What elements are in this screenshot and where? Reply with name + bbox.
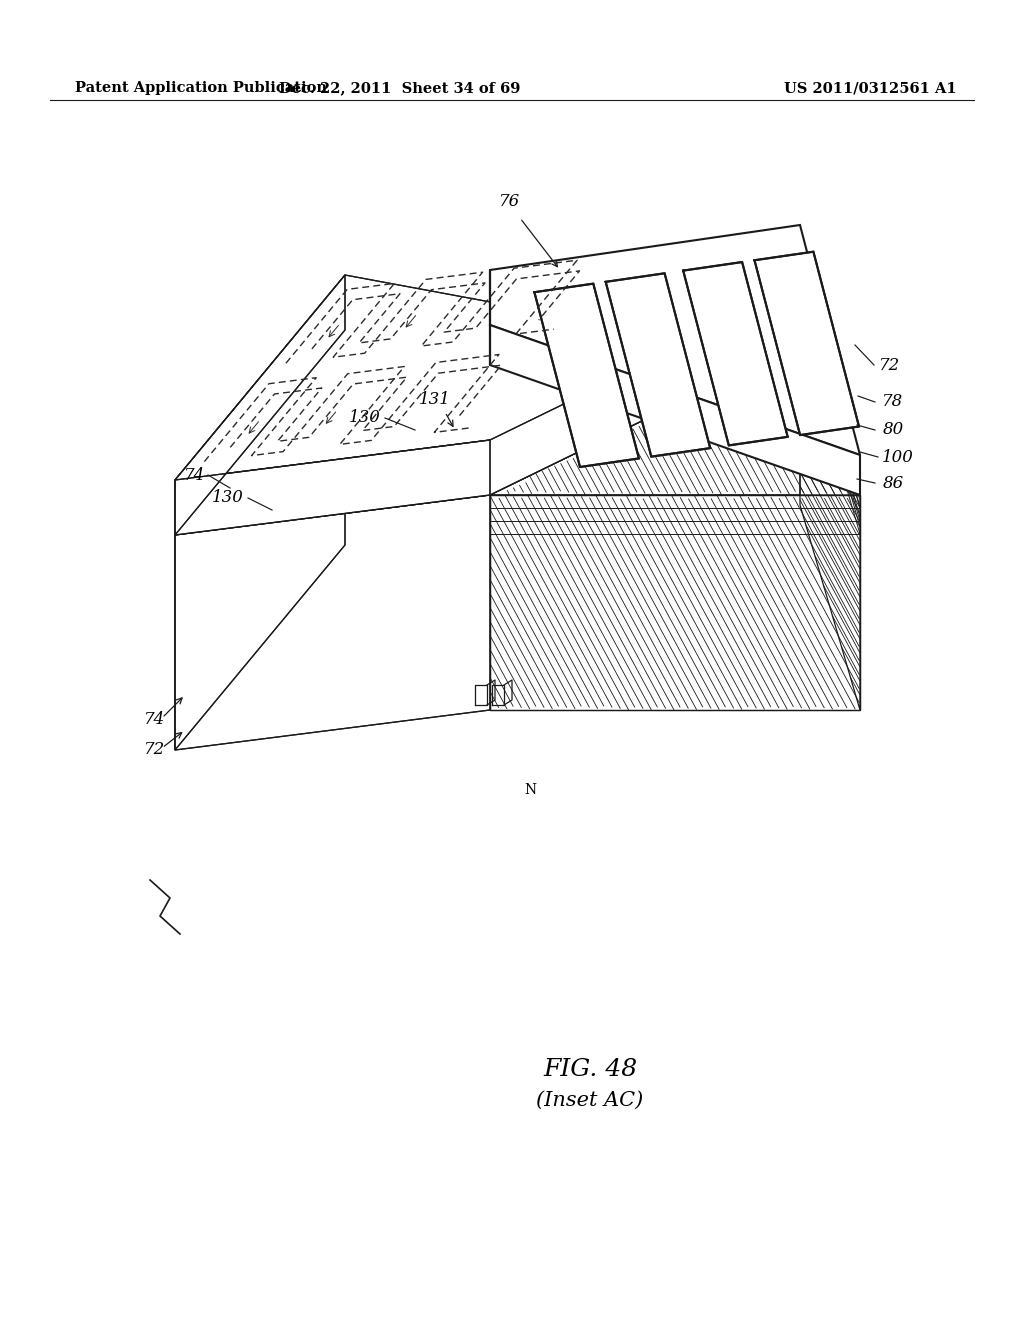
Polygon shape bbox=[490, 495, 860, 710]
Polygon shape bbox=[606, 273, 711, 457]
Polygon shape bbox=[755, 252, 859, 436]
Text: 100: 100 bbox=[882, 449, 914, 466]
Text: 131: 131 bbox=[419, 392, 451, 408]
Polygon shape bbox=[175, 330, 695, 535]
Text: Patent Application Publication: Patent Application Publication bbox=[75, 81, 327, 95]
Polygon shape bbox=[175, 440, 490, 535]
Polygon shape bbox=[490, 325, 860, 495]
Text: FIG. 48: FIG. 48 bbox=[543, 1059, 637, 1081]
Polygon shape bbox=[490, 290, 860, 495]
Text: Dec. 22, 2011  Sheet 34 of 69: Dec. 22, 2011 Sheet 34 of 69 bbox=[280, 81, 520, 95]
Text: 130: 130 bbox=[349, 409, 381, 426]
Text: N: N bbox=[524, 783, 536, 797]
Polygon shape bbox=[175, 330, 345, 750]
Text: 72: 72 bbox=[880, 356, 901, 374]
Text: US 2011/0312561 A1: US 2011/0312561 A1 bbox=[783, 81, 956, 95]
Polygon shape bbox=[175, 495, 490, 750]
Polygon shape bbox=[490, 224, 860, 455]
Polygon shape bbox=[683, 263, 787, 445]
Polygon shape bbox=[535, 284, 639, 467]
Text: 74: 74 bbox=[144, 711, 166, 729]
Polygon shape bbox=[175, 275, 345, 535]
Polygon shape bbox=[800, 290, 860, 710]
Text: 78: 78 bbox=[883, 393, 903, 411]
Text: (Inset AC): (Inset AC) bbox=[537, 1090, 644, 1110]
Text: 74: 74 bbox=[184, 466, 206, 483]
Text: 72: 72 bbox=[144, 742, 166, 759]
Text: 80: 80 bbox=[883, 421, 903, 438]
Text: 130: 130 bbox=[212, 490, 244, 507]
Text: 76: 76 bbox=[500, 194, 520, 210]
Text: 86: 86 bbox=[883, 474, 903, 491]
Polygon shape bbox=[175, 275, 695, 480]
